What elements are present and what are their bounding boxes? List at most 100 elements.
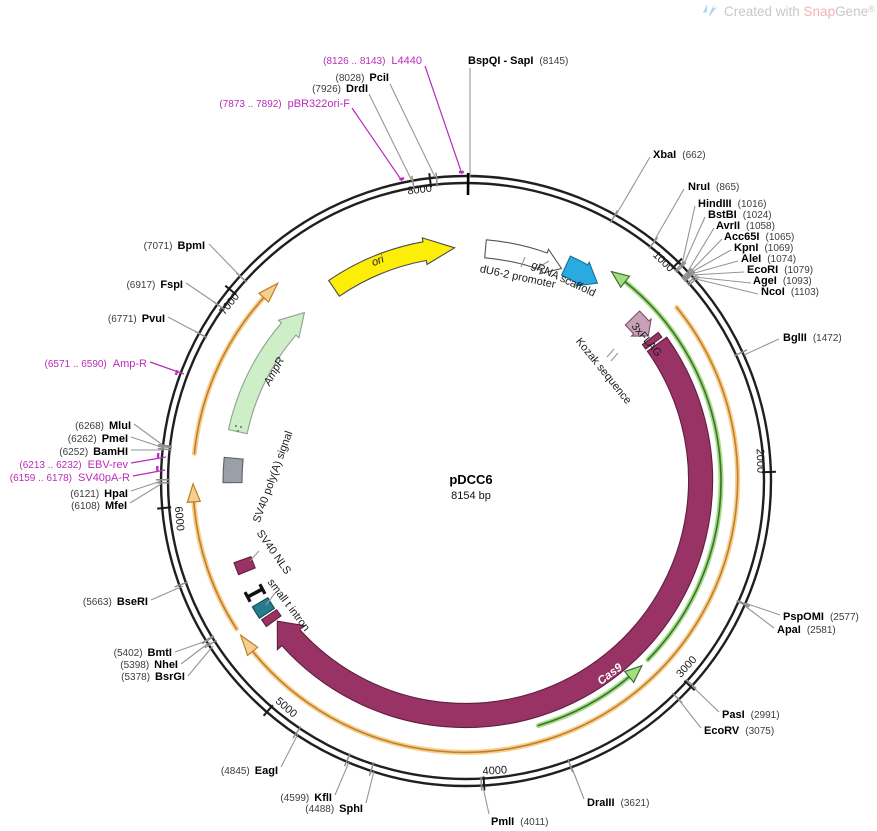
sv40-nls-box	[233, 555, 256, 576]
site-label-kpni: KpnI (1069)	[734, 242, 793, 254]
callout-line	[691, 685, 720, 713]
site-label-avrii: AvrII (1058)	[716, 220, 775, 232]
callout-line-primer	[149, 361, 185, 375]
ruler-tick	[262, 704, 274, 717]
site-label-hpai: (6121) HpaI	[70, 488, 128, 500]
callout-line	[174, 639, 210, 653]
backbone-inner-circle	[166, 181, 766, 781]
ampr-arrow	[227, 311, 306, 435]
callout-line	[615, 156, 651, 216]
orf-arrowhead	[610, 270, 631, 289]
orf-arrow-lane	[535, 270, 724, 728]
ruler-label-2000: 2000	[754, 448, 767, 473]
callout-line	[689, 238, 723, 273]
site-label-pcii: (8028) PciI	[336, 72, 389, 84]
callout-line	[365, 770, 375, 804]
nls-box	[641, 331, 663, 350]
site-mark	[158, 443, 173, 448]
site-label-bamhi: (6252) BamHI	[59, 446, 128, 458]
watermark: Created with SnapGene®	[703, 2, 875, 19]
callout-line	[129, 483, 162, 504]
callout-line	[150, 585, 184, 601]
kozak-mark	[610, 352, 619, 362]
site-mark	[733, 349, 748, 357]
primer-mark	[399, 177, 405, 181]
site-label-sphi: (4488) SphI	[305, 803, 363, 815]
callout-line	[571, 767, 585, 800]
callout-line	[744, 602, 781, 616]
site-label-acc65i: Acc65I (1065)	[724, 231, 794, 243]
callout-line	[743, 338, 780, 356]
site-label-ecorv: EcoRV (3075)	[704, 725, 774, 737]
callout-line	[482, 786, 490, 815]
site-mark	[680, 267, 693, 279]
callout-line	[368, 93, 413, 182]
orf-arc	[537, 675, 631, 727]
site-label-pmli: PmlI (4011)	[491, 816, 548, 828]
ruler-tick	[482, 776, 486, 791]
plasmid-name: pDCC6	[449, 472, 492, 487]
watermark-text: Created with SnapGene®	[724, 4, 875, 19]
callout-line	[689, 249, 732, 274]
ruler-tick	[157, 506, 172, 510]
ori-arrow	[327, 237, 456, 297]
site-label-ecori: EcoRI (1079)	[747, 264, 813, 276]
site-mark	[157, 447, 172, 451]
site-label-alei: AleI (1074)	[741, 253, 796, 265]
callout-line	[682, 216, 706, 267]
feature-label-ori: ori	[370, 253, 386, 269]
callout-line-primer	[130, 456, 167, 464]
callout-line-primer	[351, 107, 403, 182]
snapgene-logo-icon	[709, 2, 717, 16]
callout-line	[133, 423, 165, 447]
site-mark	[204, 639, 217, 649]
site-label-bmti: (5402) BmtI	[114, 647, 172, 659]
site-label-drdi: (7926) DrdI	[312, 83, 368, 95]
callout-line	[249, 550, 260, 562]
ruler-label-7000: 7000	[217, 291, 242, 318]
ruler-tick	[671, 257, 683, 270]
site-label-bseri: (5663) BseRI	[83, 596, 148, 608]
site-mark	[683, 270, 695, 282]
ruler-label-5000: 5000	[273, 695, 299, 720]
sv40-polya-box	[222, 456, 244, 484]
site-mark	[674, 260, 686, 272]
kozak-mark	[606, 348, 615, 358]
site-label-hindiii: HindIII (1016)	[698, 198, 767, 210]
site-label-apai: ApaI (2581)	[777, 624, 836, 636]
orf-arc	[623, 280, 722, 661]
site-label-pspomi: PspOMI (2577)	[783, 611, 859, 623]
site-label-nhei: (5398) NheI	[120, 659, 178, 671]
cas9-arrow	[276, 336, 714, 729]
ruler-tick	[683, 680, 696, 691]
callout-line	[130, 480, 162, 492]
callout-line	[208, 243, 243, 279]
snapgene-logo-icon	[703, 4, 707, 13]
ruler-ticks	[157, 173, 776, 791]
callout-line	[389, 83, 436, 178]
callout-line	[687, 227, 715, 272]
site-label-mlui: (6268) MluI	[75, 420, 131, 432]
plasmid-size: 8154 bp	[451, 490, 491, 502]
site-label-ncoi: NcoI (1103)	[761, 286, 819, 298]
callout-line	[653, 188, 685, 242]
feature-label-kozak: Kozak sequence	[573, 336, 634, 407]
feature-label-sv40-polya: SV40 poly(A) signal	[251, 430, 295, 525]
site-mark	[648, 236, 659, 249]
site-mark	[411, 175, 415, 190]
site-label-bsrgi: (5378) BsrGI	[121, 671, 185, 683]
site-label-pasi: PasI (2991)	[722, 709, 780, 721]
site-mark	[686, 274, 698, 285]
callout-lines	[129, 65, 781, 815]
callout-line	[187, 645, 214, 677]
ruler-label-1000: 1000	[650, 249, 676, 275]
orange-arc	[193, 501, 238, 630]
feature-label-sv40-nls: SV40 NLS	[254, 528, 293, 577]
ruler-label-3000: 3000	[674, 654, 699, 680]
callout-line-primer	[424, 65, 463, 175]
orange-arc	[193, 296, 265, 455]
callout-line	[180, 641, 211, 665]
primer-label-amp-r: (6571 .. 6590) Amp-R	[45, 358, 148, 370]
primer-label-pbr322ori-f: (7873 .. 7892) pBR322ori-F	[219, 98, 350, 110]
